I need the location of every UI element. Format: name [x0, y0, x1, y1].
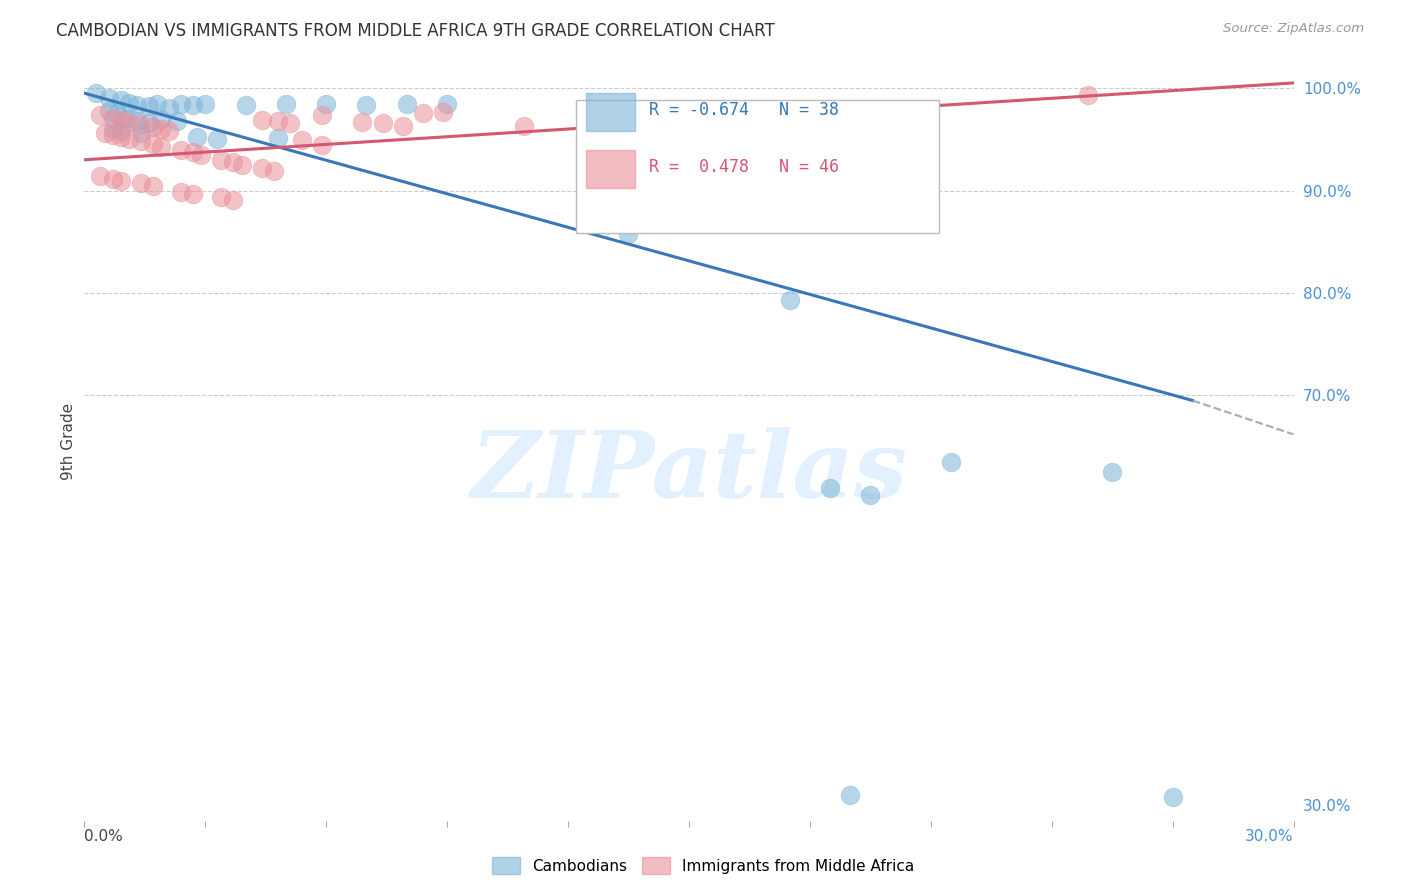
Point [105, 105, 128, 120]
Text: 30.0%: 30.0% [1246, 829, 1294, 844]
Point [110, 94, 132, 108]
Point [190, 147, 212, 161]
Text: R = -0.674   N = 38: R = -0.674 N = 38 [650, 101, 839, 120]
Point [138, 99, 160, 113]
Point [395, 97, 418, 112]
Point [263, 164, 285, 178]
Point [207, 132, 229, 146]
Point [157, 124, 180, 138]
Point [267, 131, 290, 145]
FancyBboxPatch shape [576, 100, 939, 233]
Point [110, 124, 132, 138]
Point [101, 111, 124, 125]
Point [101, 122, 124, 136]
Point [311, 108, 333, 122]
Point [142, 120, 165, 134]
Point [170, 97, 193, 112]
Point [101, 172, 124, 186]
Point [939, 455, 962, 469]
Point [149, 112, 172, 126]
Point [146, 97, 169, 112]
Point [129, 117, 152, 131]
Point [436, 97, 458, 112]
Point [250, 112, 273, 127]
Point [118, 132, 141, 146]
Point [129, 126, 152, 140]
Point [432, 104, 454, 119]
Point [231, 158, 253, 172]
Point [142, 179, 165, 194]
Point [391, 119, 413, 133]
Point [412, 105, 434, 120]
Point [170, 143, 193, 157]
Text: 0.0%: 0.0% [84, 829, 124, 844]
Point [125, 113, 148, 128]
Point [1101, 465, 1123, 479]
Text: ZIPatlas: ZIPatlas [471, 427, 907, 516]
Text: R =  0.478   N = 46: R = 0.478 N = 46 [650, 158, 839, 176]
Point [371, 116, 394, 130]
Point [170, 185, 193, 199]
Point [267, 113, 290, 128]
Point [512, 119, 534, 133]
Point [222, 154, 245, 169]
Point [352, 115, 374, 129]
Point [209, 189, 232, 203]
Point [166, 113, 188, 128]
FancyBboxPatch shape [586, 93, 634, 130]
Point [142, 137, 165, 152]
Legend: Cambodians, Immigrants from Middle Africa: Cambodians, Immigrants from Middle Afric… [486, 851, 920, 880]
Point [110, 130, 132, 145]
Point [186, 130, 208, 145]
Point [110, 174, 132, 188]
Point [86, 86, 108, 100]
Point [1161, 790, 1184, 805]
Point [89, 108, 111, 122]
Point [97, 91, 120, 105]
Point [93, 126, 115, 140]
Point [311, 138, 333, 153]
Point [839, 788, 862, 802]
Point [291, 133, 314, 147]
Point [118, 115, 141, 129]
Point [181, 145, 204, 159]
Point [779, 293, 801, 307]
Point [818, 481, 841, 495]
Point [118, 96, 141, 111]
Point [1077, 88, 1099, 103]
Point [157, 101, 180, 115]
Point [222, 193, 245, 207]
Point [110, 112, 132, 127]
Text: Source: ZipAtlas.com: Source: ZipAtlas.com [1223, 22, 1364, 36]
Point [194, 97, 217, 112]
FancyBboxPatch shape [586, 150, 634, 187]
Point [114, 112, 136, 126]
Point [138, 116, 160, 130]
Point [617, 227, 640, 241]
Point [274, 97, 297, 112]
Point [149, 122, 172, 136]
Point [149, 140, 172, 154]
Y-axis label: 9th Grade: 9th Grade [60, 403, 76, 480]
Point [235, 98, 257, 112]
Point [693, 119, 716, 133]
Point [356, 98, 378, 112]
Point [209, 153, 232, 167]
Point [89, 169, 111, 184]
Point [129, 177, 152, 191]
Point [859, 488, 882, 502]
Point [181, 186, 204, 201]
Point [315, 97, 337, 112]
Point [125, 98, 148, 112]
Point [129, 134, 152, 148]
Point [101, 128, 124, 143]
Point [250, 161, 273, 175]
Point [97, 103, 120, 118]
Point [278, 116, 301, 130]
Text: CAMBODIAN VS IMMIGRANTS FROM MIDDLE AFRICA 9TH GRADE CORRELATION CHART: CAMBODIAN VS IMMIGRANTS FROM MIDDLE AFRI… [56, 22, 775, 40]
Point [181, 98, 204, 112]
